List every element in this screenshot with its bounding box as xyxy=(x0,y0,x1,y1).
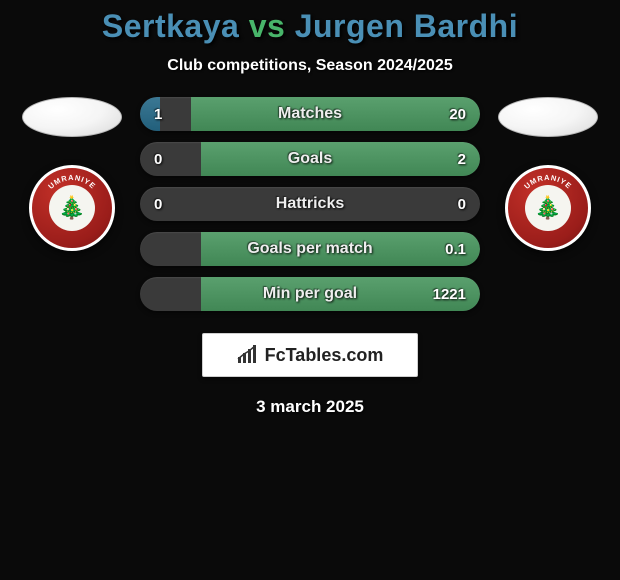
footer-date: 3 march 2025 xyxy=(0,397,620,417)
left-avatar xyxy=(22,97,122,137)
subtitle: Club competitions, Season 2024/2025 xyxy=(0,57,620,75)
stat-fill-right xyxy=(201,142,480,176)
page-title: Sertkaya vs Jurgen Bardhi xyxy=(0,8,620,45)
brand-badge[interactable]: FcTables.com xyxy=(202,333,418,377)
stat-value-left: 0 xyxy=(154,151,162,168)
stat-value-right: 0.1 xyxy=(445,241,466,258)
stat-row: 1 Matches 20 xyxy=(140,97,480,131)
right-club-tree-icon: 🎄 xyxy=(525,185,571,231)
brand-chart-icon xyxy=(237,345,259,365)
right-player-column: UMRANIYE 🎄 xyxy=(498,97,598,251)
infographic-container: Sertkaya vs Jurgen Bardhi Club competiti… xyxy=(0,0,620,417)
right-avatar xyxy=(498,97,598,137)
stat-row: Goals per match 0.1 xyxy=(140,232,480,266)
left-club-logo: UMRANIYE 🎄 xyxy=(29,165,115,251)
stat-value-right: 2 xyxy=(458,151,466,168)
left-club-tree-icon: 🎄 xyxy=(49,185,95,231)
stat-value-right: 0 xyxy=(458,196,466,213)
title-player-left: Sertkaya xyxy=(102,8,239,44)
stat-label: Min per goal xyxy=(263,285,357,303)
stat-label: Hattricks xyxy=(276,195,344,213)
right-club-logo: UMRANIYE 🎄 xyxy=(505,165,591,251)
title-vs: vs xyxy=(239,8,294,44)
stat-value-right: 1221 xyxy=(433,286,466,303)
stat-value-right: 20 xyxy=(449,106,466,123)
stat-value-left: 0 xyxy=(154,196,162,213)
left-player-column: UMRANIYE 🎄 xyxy=(22,97,122,251)
stat-bars: 1Matches200Goals20Hattricks0Goals per ma… xyxy=(140,97,480,311)
stat-value-left: 1 xyxy=(154,106,162,123)
brand-name: FcTables.com xyxy=(265,345,384,366)
comparison-area: UMRANIYE 🎄 1Matches200Goals20Hattricks0G… xyxy=(0,97,620,311)
stat-row: Min per goal 1221 xyxy=(140,277,480,311)
title-player-right: Jurgen Bardhi xyxy=(295,8,518,44)
stat-label: Goals per match xyxy=(247,240,372,258)
stat-label: Matches xyxy=(278,105,342,123)
stat-row: 0 Hattricks 0 xyxy=(140,187,480,221)
stat-row: 0 Goals 2 xyxy=(140,142,480,176)
stat-label: Goals xyxy=(288,150,332,168)
